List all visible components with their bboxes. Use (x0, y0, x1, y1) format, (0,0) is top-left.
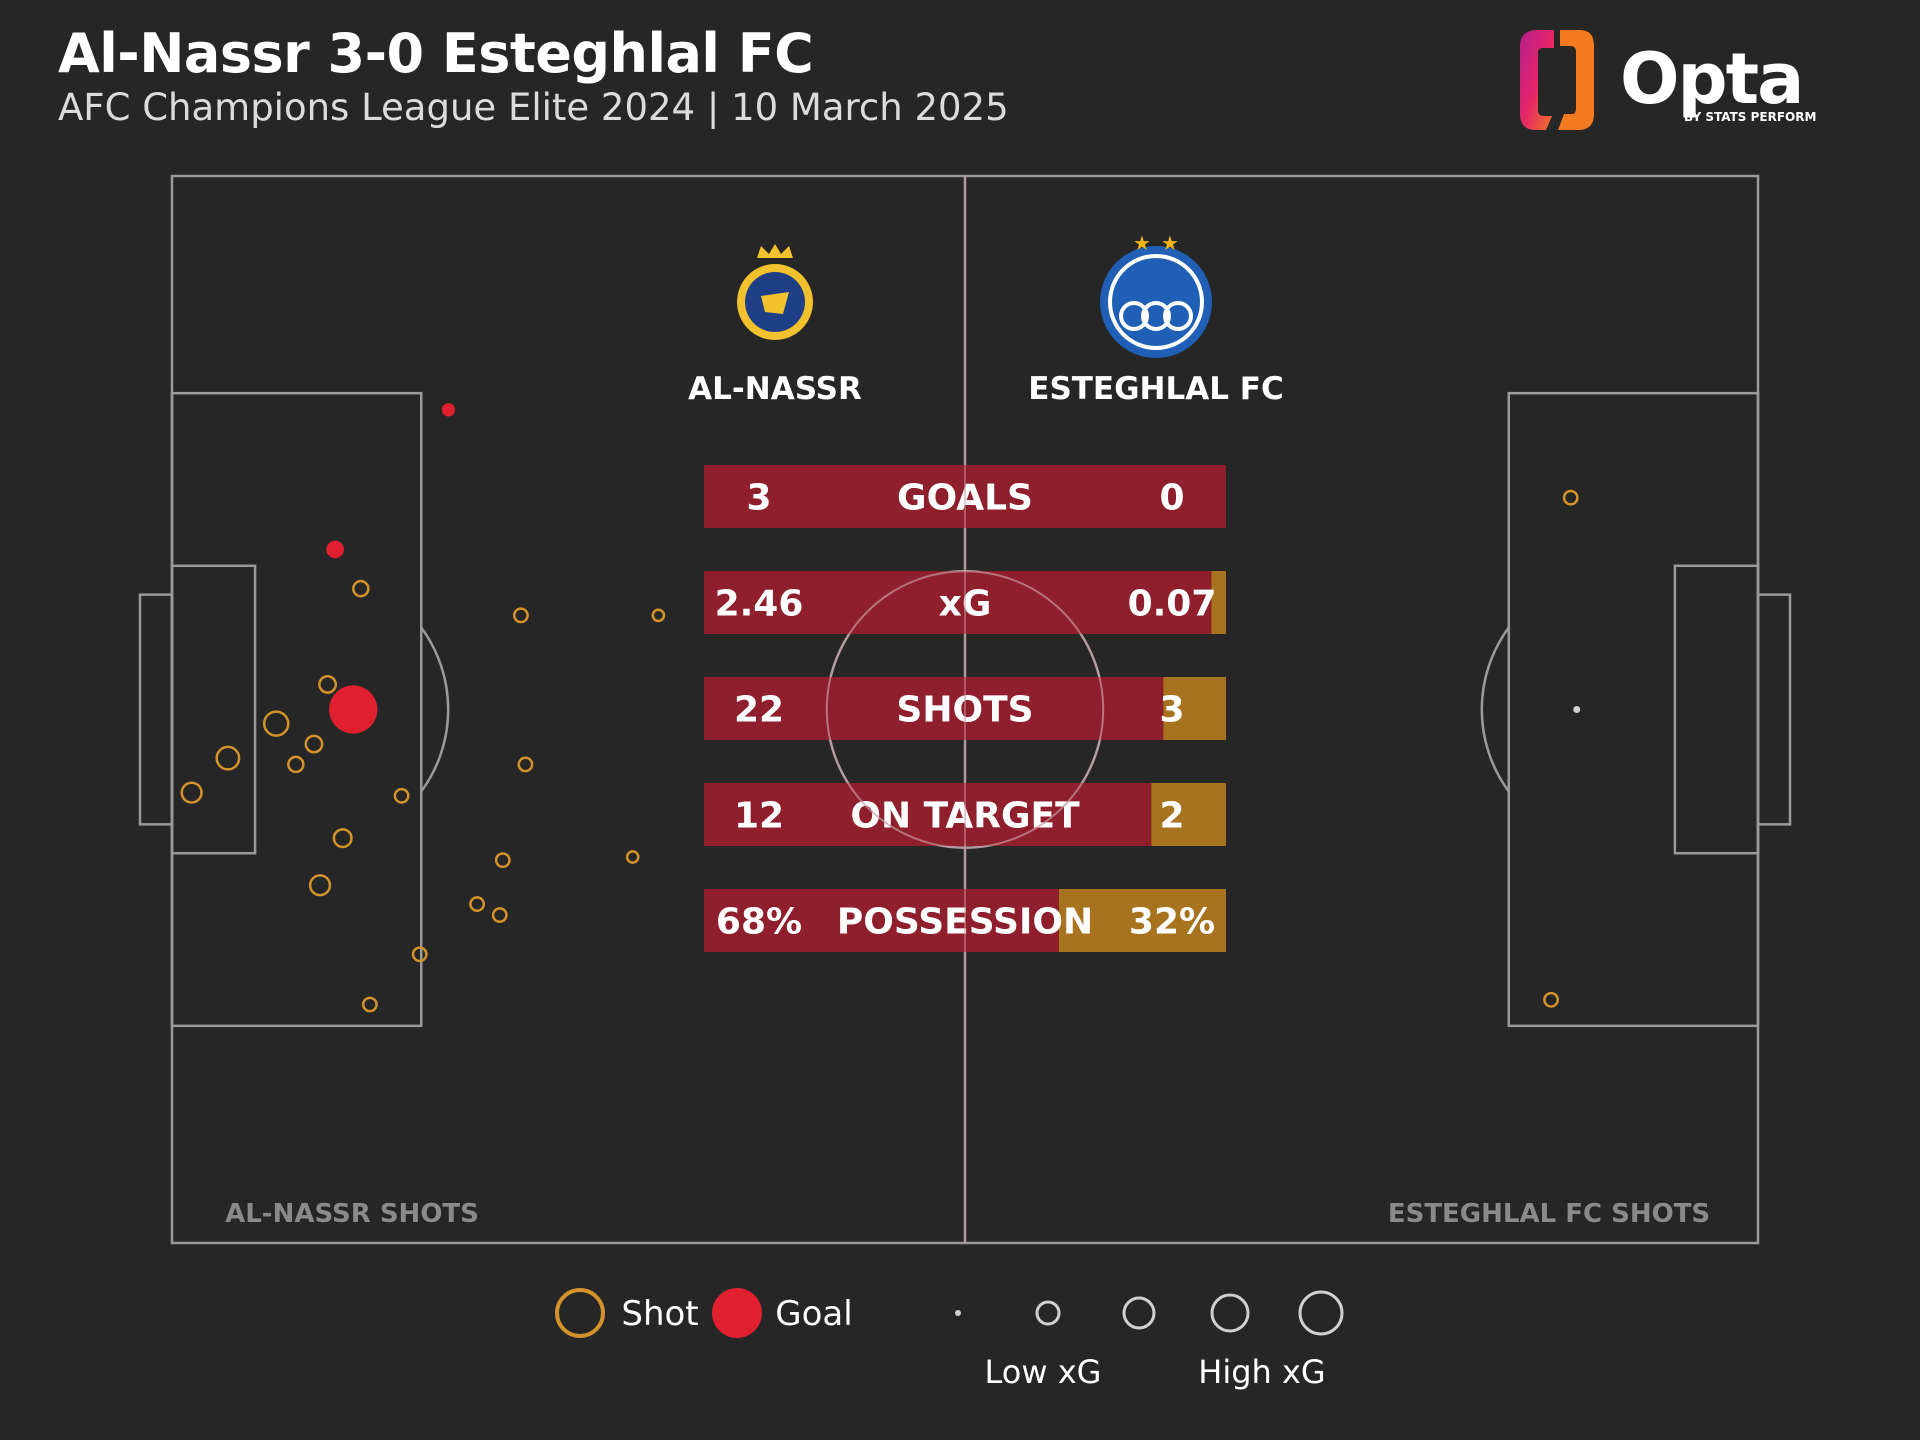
stat-away-value: 2 (1159, 796, 1184, 837)
away-shots-label: ESTEGHLAL FC SHOTS (1388, 1199, 1710, 1229)
shot-marker (308, 874, 332, 897)
esteghlal-crest-ring-0 (1119, 301, 1149, 331)
left-penalty-area (170, 391, 423, 1028)
stat-bar-away (1151, 783, 1226, 846)
stat-home-value: 68% (716, 902, 802, 943)
stat-away-value: 32% (1129, 902, 1215, 943)
legend-goal-label: Goal (775, 1294, 852, 1334)
stat-away-value: 3 (1159, 690, 1184, 731)
stat-away-value: 0 (1159, 478, 1184, 519)
shot-marker (332, 828, 353, 849)
legend-size-step (1122, 1296, 1156, 1330)
shot-marker (352, 579, 370, 598)
legend-low-xg: Low xG (985, 1353, 1102, 1391)
shot-marker (215, 745, 241, 771)
shot-marker (318, 674, 338, 694)
esteghlal-star-icon: ★ (1133, 231, 1151, 255)
home-shots-label: AL-NASSR SHOTS (225, 1199, 479, 1229)
shot-marker (1573, 706, 1581, 713)
opta-wordmark: Opta (1620, 38, 1804, 120)
legend-size-step (1298, 1290, 1344, 1336)
legend-size-step (1210, 1293, 1250, 1333)
match-subtitle: AFC Champions League Elite 2024 | 10 Mar… (58, 86, 1009, 129)
right-six-yard-box (1673, 564, 1760, 855)
stat-away-value: 0.07 (1128, 584, 1217, 625)
shot-marker (517, 756, 534, 773)
goal-marker (441, 403, 456, 417)
right-penalty-area (1507, 391, 1760, 1028)
match-title: Al-Nassr 3-0 Esteghlal FC (58, 22, 814, 85)
stat-bar-home (704, 677, 1164, 740)
stat-bar-away (1163, 677, 1226, 740)
stat-home-value: 22 (734, 690, 784, 731)
shot-marker (491, 907, 508, 923)
esteghlal-crest-ring-2 (1163, 301, 1193, 331)
shot-marker (361, 996, 378, 1013)
shot-marker (512, 607, 529, 624)
left-six-yard-box (170, 564, 257, 855)
opta-logo: Opta BY STATS PERFORM (1508, 26, 1816, 136)
shot-marker (411, 946, 428, 963)
opta-mark-icon (1520, 30, 1594, 130)
shot-marker (625, 850, 640, 864)
left-penalty-arc (420, 626, 450, 793)
al-nassr-crest-emblem (761, 292, 789, 314)
legend-size-step (1035, 1300, 1061, 1326)
shot-marker (1543, 991, 1559, 1008)
goal-marker (329, 685, 378, 734)
shot-marker (304, 734, 324, 754)
legend-size-step (955, 1310, 961, 1316)
stat-home-value: 3 (746, 478, 771, 519)
shot-marker (651, 608, 666, 623)
legend-shot-label: Shot (621, 1294, 698, 1334)
shot-marker (469, 896, 486, 912)
esteghlal-star-icon: ★ (1161, 231, 1179, 255)
home-team-name: AL-NASSR (688, 371, 862, 407)
right-goal (1756, 593, 1792, 826)
stat-bar-away (1058, 889, 1226, 952)
goal-marker (326, 540, 344, 559)
shot-marker (262, 710, 290, 737)
legend-goal-icon (712, 1288, 762, 1338)
away-team-name: ESTEGHLAL FC (1028, 371, 1283, 407)
stat-bar-home (704, 889, 1059, 952)
shot-marker (393, 787, 410, 804)
stat-home-value: 2.46 (715, 584, 804, 625)
stat-bar-away (1211, 571, 1226, 634)
legend-high-xg: High xG (1198, 1353, 1325, 1391)
legend-shot-icon (555, 1288, 605, 1338)
al-nassr-crown-icon (757, 244, 793, 258)
left-goal (138, 593, 174, 826)
right-penalty-arc (1480, 626, 1510, 793)
shot-marker (1562, 489, 1579, 506)
stat-bar-home (704, 783, 1152, 846)
shot-marker (180, 781, 203, 804)
shot-marker (287, 755, 305, 774)
stat-bar-home (704, 571, 1212, 634)
stat-home-value: 12 (734, 796, 784, 837)
shot-marker (494, 852, 511, 869)
opta-byline: BY STATS PERFORM (1684, 110, 1817, 124)
esteghlal-crest-ring-1 (1141, 301, 1171, 331)
